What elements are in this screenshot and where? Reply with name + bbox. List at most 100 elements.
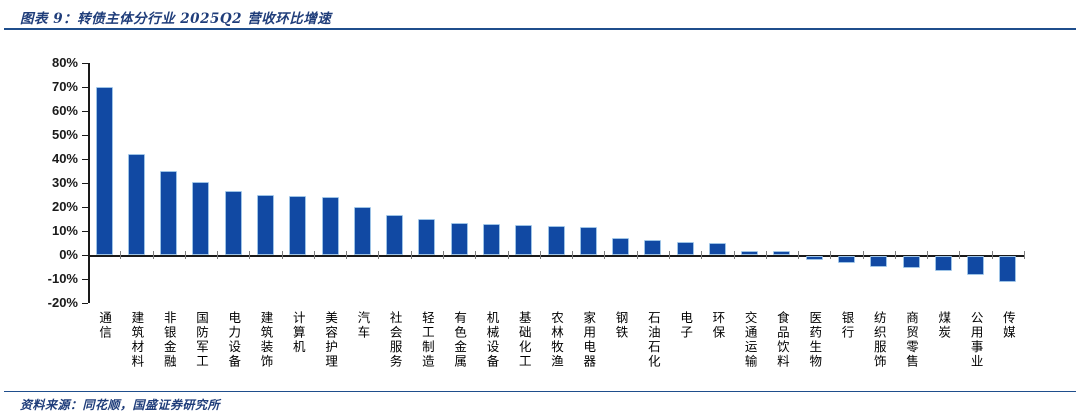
- bar-煤炭: [934, 256, 952, 271]
- x-axis-tick: [313, 251, 315, 259]
- y-axis-label: 10%: [51, 223, 78, 238]
- x-axis-tick: [539, 251, 541, 259]
- x-axis-tick: [1024, 251, 1025, 259]
- y-axis-tick: [82, 87, 88, 88]
- y-axis-label: 30%: [51, 175, 78, 190]
- bar-通信: [95, 87, 113, 255]
- x-axis-label: 钢铁: [613, 311, 629, 340]
- x-axis-line: [88, 255, 1024, 257]
- x-axis-tick: [475, 251, 477, 259]
- x-axis-label: 农林牧渔: [549, 311, 564, 369]
- x-axis-label: 传媒: [1000, 311, 1016, 340]
- header-rule: [4, 28, 1076, 30]
- bar-美容护理: [321, 197, 339, 255]
- y-axis-tick: [82, 111, 88, 112]
- bar-国防军工: [192, 181, 210, 255]
- x-axis-label: 石油石化: [645, 311, 661, 369]
- bar-轻工制造: [418, 219, 436, 255]
- bar-非银金融: [160, 171, 178, 255]
- y-axis-line: [88, 63, 90, 303]
- x-axis-label: 汽车: [355, 311, 371, 340]
- x-axis-label: 公用事业: [968, 311, 984, 369]
- y-axis-label: -10%: [47, 271, 78, 286]
- bar-基础化工: [515, 225, 533, 255]
- x-axis-tick: [991, 251, 993, 259]
- y-axis-label: 70%: [51, 79, 78, 94]
- x-axis-tick: [572, 251, 574, 259]
- x-axis-tick: [636, 251, 638, 259]
- x-axis-label: 交通运输: [742, 311, 758, 369]
- x-axis-tick: [701, 251, 703, 259]
- x-axis-label: 煤炭: [936, 311, 952, 340]
- y-axis-tick: [82, 279, 88, 280]
- x-axis-label: 环保: [710, 311, 726, 340]
- x-axis-tick: [184, 251, 186, 259]
- bar-机械设备: [482, 223, 500, 255]
- bar-电子: [676, 241, 694, 255]
- bar-钢铁: [612, 238, 630, 255]
- x-axis-label: 非银金融: [161, 311, 177, 369]
- x-axis-label: 医药生物: [807, 311, 823, 369]
- x-axis-tick: [959, 251, 961, 259]
- x-axis-tick: [733, 251, 735, 259]
- x-axis-label: 纺织服饰: [871, 311, 887, 369]
- y-axis-label: 0%: [59, 247, 78, 262]
- x-axis-label: 基础化工: [516, 311, 532, 369]
- x-axis-label: 通信: [97, 311, 113, 340]
- x-axis-tick: [668, 251, 670, 259]
- y-axis-tick: [82, 231, 88, 232]
- bar-有色金属: [450, 222, 468, 255]
- x-axis-label: 食品饮料: [774, 311, 790, 369]
- bar-银行: [837, 256, 855, 263]
- bar-汽车: [353, 207, 371, 255]
- y-axis-tick: [82, 159, 88, 160]
- bar-传媒: [999, 256, 1017, 282]
- x-axis-tick: [798, 251, 800, 259]
- x-axis-label: 建筑材料: [129, 311, 145, 369]
- bar-家用电器: [579, 227, 597, 255]
- x-axis-label: 轻工制造: [419, 311, 435, 369]
- x-axis-tick: [346, 251, 348, 259]
- y-axis-label: 80%: [51, 55, 78, 70]
- x-axis-tick: [281, 251, 283, 259]
- x-axis-label: 银行: [839, 311, 855, 340]
- footer-rule: [4, 391, 1076, 392]
- y-axis-label: 20%: [51, 199, 78, 214]
- bar-建筑材料: [127, 154, 145, 255]
- x-axis-label: 电子: [678, 311, 694, 340]
- bar-交通运输: [741, 250, 759, 255]
- x-axis-tick: [443, 251, 445, 259]
- y-axis-tick: [82, 135, 88, 136]
- y-axis-label: 40%: [51, 151, 78, 166]
- y-axis-label: 60%: [51, 103, 78, 118]
- y-axis-tick: [82, 183, 88, 184]
- x-axis-label: 计算机: [290, 311, 306, 355]
- x-axis-label: 有色金属: [452, 311, 468, 369]
- bar-农林牧渔: [547, 226, 565, 255]
- bar-食品饮料: [773, 250, 791, 255]
- x-axis-tick: [378, 251, 380, 259]
- bar-商贸零售: [902, 256, 920, 268]
- x-axis-tick: [894, 251, 896, 259]
- x-axis-label: 社会服务: [387, 311, 403, 369]
- y-axis-tick: [82, 303, 88, 304]
- x-axis-tick: [217, 251, 219, 259]
- bar-公用事业: [967, 256, 985, 276]
- x-axis-tick: [120, 251, 122, 259]
- y-axis-tick: [82, 207, 88, 208]
- x-axis-label: 商贸零售: [904, 311, 920, 369]
- bar-环保: [708, 242, 726, 255]
- x-axis-tick: [765, 251, 767, 259]
- y-axis-label: -20%: [47, 295, 78, 310]
- bar-社会服务: [386, 214, 404, 255]
- y-axis-label: 50%: [51, 127, 78, 142]
- x-axis-tick: [152, 251, 154, 259]
- x-axis-tick: [604, 251, 606, 259]
- bar-医药生物: [805, 256, 823, 261]
- x-axis-label: 美容护理: [323, 311, 339, 369]
- x-axis-label: 电力设备: [226, 311, 242, 369]
- x-axis-tick: [830, 251, 832, 259]
- x-axis-tick: [862, 251, 864, 259]
